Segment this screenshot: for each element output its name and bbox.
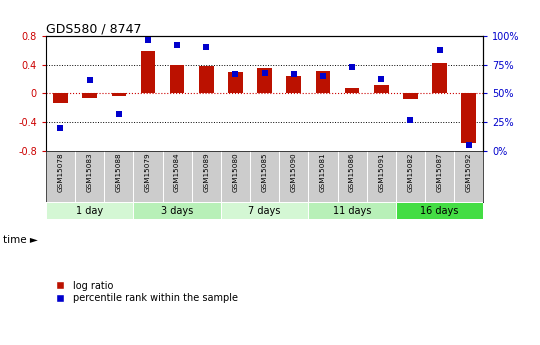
Text: GSM15089: GSM15089 (203, 152, 210, 192)
Text: 16 days: 16 days (420, 206, 459, 216)
Point (319, 73, 327, 79)
Text: 3 days: 3 days (161, 206, 193, 216)
Text: 1 day: 1 day (76, 206, 103, 216)
Text: GSM15088: GSM15088 (116, 152, 122, 192)
Point (464, 142, 473, 148)
Text: GSM15084: GSM15084 (174, 152, 180, 192)
Text: GSM15092: GSM15092 (465, 152, 472, 192)
Point (348, 64, 356, 70)
Text: GSM15085: GSM15085 (261, 152, 268, 192)
Bar (82, 93, 97, 98)
Point (202, 44, 211, 49)
Text: GSM15081: GSM15081 (320, 152, 326, 192)
Bar (199, 66, 214, 93)
Text: GDS580 / 8747: GDS580 / 8747 (46, 22, 141, 35)
Text: GSM15080: GSM15080 (232, 152, 239, 192)
Text: GSM15087: GSM15087 (436, 152, 443, 192)
Bar (374, 85, 389, 93)
Text: GSM15082: GSM15082 (407, 152, 414, 192)
Point (56, 125, 65, 130)
Bar (53, 93, 68, 103)
Legend: log ratio, percentile rank within the sample: log ratio, percentile rank within the sa… (51, 281, 238, 303)
Bar (258, 68, 272, 93)
Point (231, 71, 240, 77)
Bar (315, 70, 330, 93)
Text: GSM15090: GSM15090 (291, 152, 297, 192)
Bar (228, 72, 242, 93)
Bar (396, 202, 483, 219)
Bar (111, 93, 126, 96)
Bar (432, 63, 447, 93)
Text: 11 days: 11 days (333, 206, 372, 216)
Text: time ►: time ► (3, 235, 38, 245)
Bar (345, 88, 360, 93)
Text: GSM15086: GSM15086 (349, 152, 355, 192)
Bar (46, 202, 133, 219)
Point (435, 47, 444, 53)
Bar (308, 202, 396, 219)
Bar (170, 65, 184, 93)
Point (85, 77, 94, 82)
Text: GSM15079: GSM15079 (145, 152, 151, 192)
Point (289, 71, 298, 77)
Text: GSM15091: GSM15091 (378, 152, 384, 192)
Text: GSM15083: GSM15083 (86, 152, 93, 192)
Point (260, 70, 269, 76)
Bar (461, 93, 476, 144)
Text: 7 days: 7 days (248, 206, 281, 216)
Point (114, 111, 123, 117)
Bar (403, 93, 418, 99)
Text: GSM15078: GSM15078 (57, 152, 64, 192)
Bar (141, 50, 156, 93)
Point (144, 37, 152, 42)
Bar (133, 202, 221, 219)
Point (377, 76, 386, 81)
Point (406, 117, 415, 122)
Bar (221, 202, 308, 219)
Bar (286, 76, 301, 93)
Point (173, 42, 181, 48)
